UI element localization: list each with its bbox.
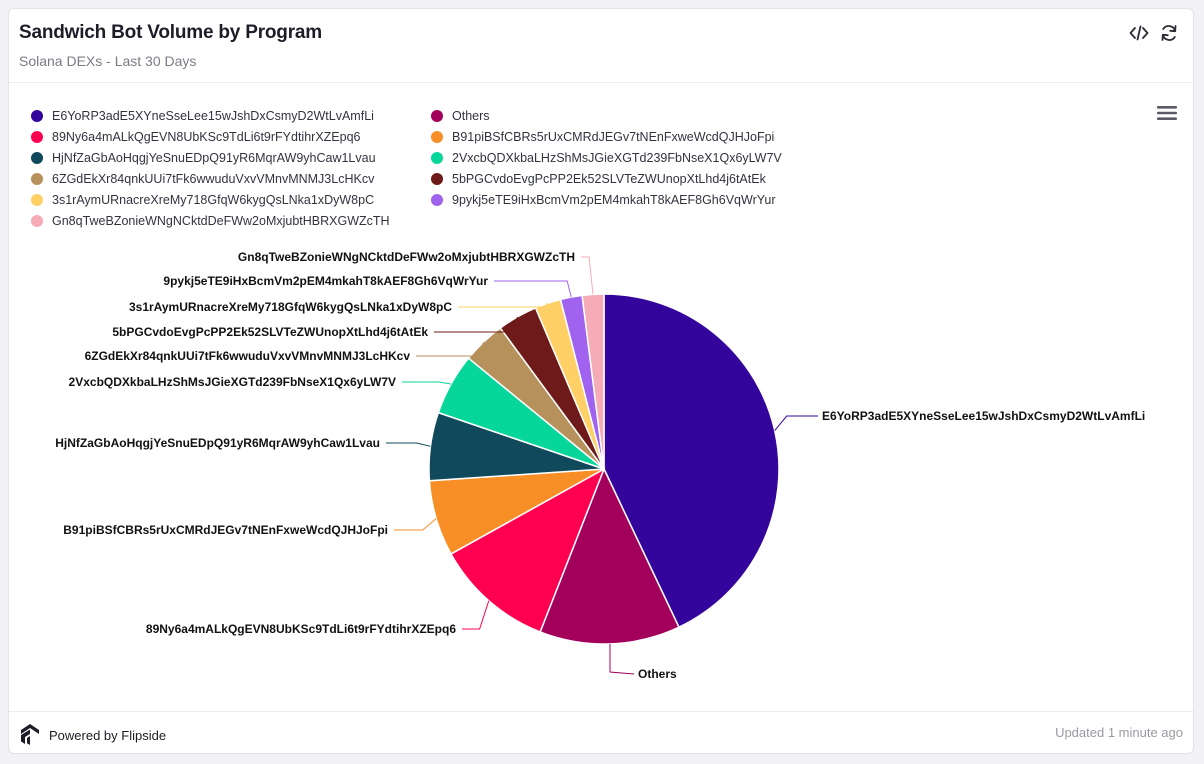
legend-label: 5bPGCvdoEvgPcPP2Ek52SLVTeZWUnopXtLhd4j6t… xyxy=(452,172,766,186)
slice-label: B91piBSfCBRs5rUxCMRdJEGv7tNEnFxweWcdQJHJ… xyxy=(63,523,388,537)
legend-label: HjNfZaGbAoHqgjYeSnuEDpQ91yR6MqrAW9yhCaw1… xyxy=(52,151,376,165)
slice-connector xyxy=(416,341,484,357)
legend-item[interactable]: 5bPGCvdoEvgPcPP2Ek52SLVTeZWUnopXtLhd4j6t… xyxy=(431,169,766,190)
legend-swatch xyxy=(31,193,43,206)
powered-by-label: Powered by Flipside xyxy=(49,728,167,743)
powered-by[interactable]: Powered by Flipside xyxy=(19,722,166,749)
legend-item[interactable]: Gn8qTweBZonieWNgNCktdDeFWw2oMxjubtHBRXGW… xyxy=(31,211,390,232)
legend-item[interactable]: 2VxcbQDXkbaLHzShMsJGieXGTd239FbNseX1Qx6y… xyxy=(431,148,782,169)
slice-connector xyxy=(394,518,437,531)
slice-label: 3s1rAymURnacreXreMy718GfqW6kygQsLNka1xDy… xyxy=(129,300,452,314)
legend-item[interactable]: 9pykj5eTE9iHxBcmVm2pEM4mkahT8kAEF8Gh6VqW… xyxy=(431,190,776,211)
slice-label: 89Ny6a4mALkQgEVN8UbKSc9TdLi6t9rFYdtihrXZ… xyxy=(146,622,456,636)
updated-timestamp: Updated 1 minute ago xyxy=(1055,725,1183,740)
slice-label: Gn8qTweBZonieWNgNCktdDeFWw2oMxjubtHBRXGW… xyxy=(238,250,575,264)
footer-divider xyxy=(9,711,1193,712)
legend-item[interactable]: B91piBSfCBRs5rUxCMRdJEGv7tNEnFxweWcdQJHJ… xyxy=(431,127,774,148)
legend-swatch xyxy=(431,109,443,122)
legend-swatch xyxy=(31,130,43,143)
legend-item[interactable]: HjNfZaGbAoHqgjYeSnuEDpQ91yR6MqrAW9yhCaw1… xyxy=(31,148,376,169)
legend-item[interactable]: 6ZGdEkXr84qnkUUi7tFk6wwuduVxvVMnvMNMJ3Lc… xyxy=(31,169,374,190)
slice-connector xyxy=(494,280,572,298)
slice-connector xyxy=(402,381,452,385)
legend-label: Others xyxy=(452,109,490,123)
legend-label: E6YoRP3adE5XYneSseLee15wJshDxCsmyD2WtLvA… xyxy=(52,109,374,123)
slice-label: 9pykj5eTE9iHxBcmVm2pEM4mkahT8kAEF8Gh6VqW… xyxy=(163,274,488,288)
legend-label: Gn8qTweBZonieWNgNCktdDeFWw2oMxjubtHBRXGW… xyxy=(52,214,390,228)
chart-subtitle: Solana DEXs - Last 30 Days xyxy=(19,53,197,69)
legend-swatch xyxy=(31,151,43,164)
legend-swatch xyxy=(31,109,43,122)
pie-slice[interactable] xyxy=(581,293,605,470)
header-actions xyxy=(1129,23,1179,43)
slice-label: 6ZGdEkXr84qnkUUi7tFk6wwuduVxvVMnvMNMJ3Lc… xyxy=(85,349,411,363)
slice-connector xyxy=(581,256,594,295)
legend-swatch xyxy=(431,151,443,164)
legend-swatch xyxy=(431,193,443,206)
slice-label: E6YoRP3adE5XYneSseLee15wJshDxCsmyD2WtLvA… xyxy=(822,409,1145,423)
slice-connector xyxy=(386,442,431,447)
legend-label: 3s1rAymURnacreXreMy718GfqW6kygQsLNka1xDy… xyxy=(52,193,375,207)
hamburger-menu-icon[interactable] xyxy=(1157,105,1177,126)
pie-slice[interactable] xyxy=(539,467,680,645)
refresh-icon[interactable] xyxy=(1159,23,1179,43)
slice-connector xyxy=(462,600,490,630)
slice-connector xyxy=(609,643,635,675)
legend-swatch xyxy=(31,214,43,227)
legend-label: 2VxcbQDXkbaLHzShMsJGieXGTd239FbNseX1Qx6y… xyxy=(452,151,782,165)
slice-label: 2VxcbQDXkbaLHzShMsJGieXGTd239FbNseX1Qx6y… xyxy=(69,375,396,389)
flipside-logo-icon xyxy=(19,722,41,749)
legend-swatch xyxy=(431,130,443,143)
legend-label: 6ZGdEkXr84qnkUUi7tFk6wwuduVxvVMnvMNMJ3Lc… xyxy=(52,172,375,186)
pie-slice[interactable] xyxy=(603,293,780,629)
legend-label: 9pykj5eTE9iHxBcmVm2pEM4mkahT8kAEF8Gh6VqW… xyxy=(452,193,776,207)
legend-label: B91piBSfCBRs5rUxCMRdJEGv7tNEnFxweWcdQJHJ… xyxy=(452,130,775,144)
legend-item[interactable]: E6YoRP3adE5XYneSseLee15wJshDxCsmyD2WtLvA… xyxy=(31,106,374,127)
legend-item[interactable]: 89Ny6a4mALkQgEVN8UbKSc9TdLi6t9rFYdtihrXZ… xyxy=(31,127,360,148)
legend-item[interactable]: Others xyxy=(431,106,490,127)
slice-label: HjNfZaGbAoHqgjYeSnuEDpQ91yR6MqrAW9yhCaw1… xyxy=(55,436,380,450)
legend-swatch xyxy=(431,172,443,185)
slice-label: Others xyxy=(638,667,677,681)
legend-swatch xyxy=(31,172,43,185)
slice-label: 5bPGCvdoEvgPcPP2Ek52SLVTeZWUnopXtLhd4j6t… xyxy=(112,325,428,339)
legend-label: 89Ny6a4mALkQgEVN8UbKSc9TdLi6t9rFYdtihrXZ… xyxy=(52,130,361,144)
slice-connector xyxy=(458,302,549,308)
chart-title: Sandwich Bot Volume by Program xyxy=(19,22,322,43)
slice-connector xyxy=(434,316,518,333)
slice-connector xyxy=(774,415,818,431)
pie-slice[interactable] xyxy=(449,467,606,633)
legend-item[interactable]: 3s1rAymURnacreXreMy718GfqW6kygQsLNka1xDy… xyxy=(31,190,374,211)
code-icon[interactable] xyxy=(1129,23,1149,43)
header-divider xyxy=(9,82,1193,83)
